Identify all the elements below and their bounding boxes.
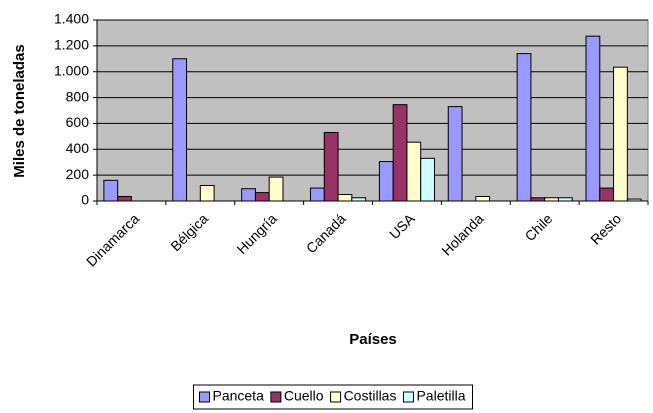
y-tick-label: 0 [81,192,89,208]
legend-label: Panceta [212,388,264,404]
y-tick-label: 1.000 [54,62,89,78]
bar [475,195,491,202]
bar [613,66,628,202]
bar [103,179,119,202]
y-tick-label: 600 [66,114,90,130]
legend-label: Costillas [344,388,397,404]
x-tick-label: Holanda [438,210,486,258]
bar [599,187,615,202]
bar [420,157,435,202]
y-tick-label: 1.200 [54,37,89,53]
legend-label: Cuello [284,388,324,404]
bar [117,195,132,202]
bar [447,106,463,202]
legend-swatch [270,391,282,403]
bar [310,187,325,202]
x-tick-label: Resto [587,210,624,247]
x-tick-label: Chile [522,210,556,244]
bar [268,176,284,202]
y-tick-label: 400 [66,140,90,156]
bar [337,194,353,202]
legend-swatch [402,391,414,403]
bar [406,141,422,202]
bar [241,188,256,202]
x-tick-label: Bélgica [167,210,211,254]
bar [516,53,532,202]
bar [585,35,601,202]
x-tick-label: Dinamarca [83,210,142,269]
x-tick-label: Hungría [233,210,280,257]
x-tick-label: USA [386,210,418,242]
bar [378,161,394,202]
y-tick-label: 800 [66,88,90,104]
y-tick-label: 1.400 [54,11,89,27]
plot-area [96,19,649,202]
bar [199,184,215,202]
bar [392,104,408,202]
legend-swatch [198,391,210,403]
bar [254,192,270,202]
bar [323,131,339,202]
legend-swatch [330,391,342,403]
bar [172,58,188,202]
y-axis-label: Miles de toneladas [11,44,28,177]
legend-label: Paletilla [416,388,465,404]
y-tick-label: 200 [66,166,90,182]
x-axis-label: Países [349,331,397,348]
x-tick-label: Canadá [303,210,349,256]
